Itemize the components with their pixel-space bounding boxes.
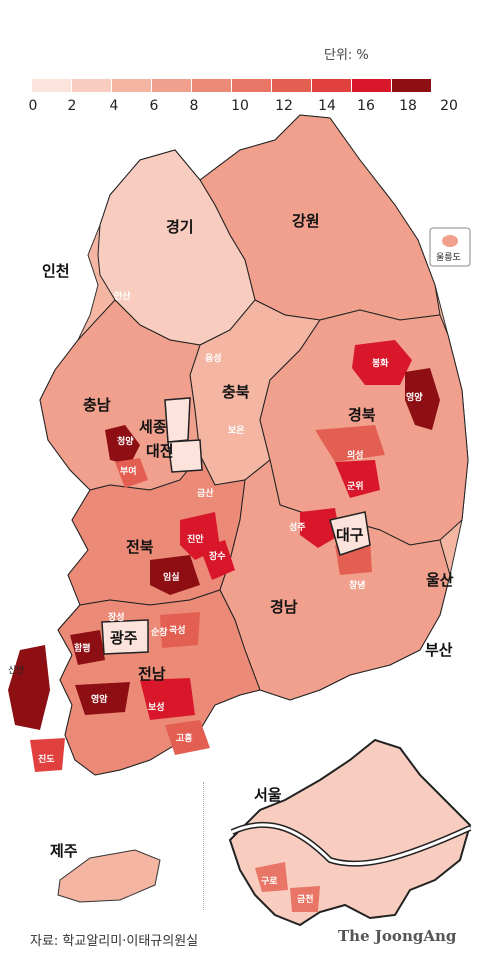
label-ulleungdo: 울릉도 [436, 252, 461, 263]
label-gyeongbuk: 경북 [348, 406, 376, 424]
legend-swatch-8 [352, 79, 392, 92]
legend-tick: 12 [275, 98, 293, 114]
label-gyeonggi: 경기 [166, 218, 194, 236]
district-uiseong [315, 425, 385, 462]
legend-swatch-0 [32, 79, 72, 92]
ulleungdo-shape [442, 235, 458, 247]
legend-tick: 6 [149, 98, 159, 114]
label-eumseong: 음성 [205, 352, 222, 364]
legend-tick: 18 [399, 98, 417, 114]
label-jangsu: 장수 [209, 550, 226, 562]
label-jeonbuk: 전북 [126, 538, 154, 556]
label-gangwon: 강원 [292, 212, 320, 230]
district-gokseong [160, 612, 200, 648]
district-imsil [150, 555, 200, 595]
label-gwangju: 광주 [110, 629, 138, 647]
district-sinan [8, 645, 50, 730]
label-jindo: 진도 [38, 753, 55, 765]
label-gokseong: 곡성 [169, 624, 186, 636]
han-river-inner [231, 823, 471, 866]
label-seongju: 성주 [289, 521, 306, 533]
source-note: 자료: 학교알리미·이태규의원실 [30, 934, 199, 949]
legend-swatch-5 [232, 79, 272, 92]
sejong-area [164, 397, 191, 443]
district-bonghwa [352, 340, 412, 385]
label-guro: 구로 [261, 876, 278, 887]
label-bonghwa: 봉화 [372, 357, 389, 369]
district-cheongyang [105, 425, 140, 465]
label-geumsan: 금산 [197, 487, 214, 499]
legend-tick: 10 [231, 98, 249, 114]
label-jangseong: 장성 [108, 611, 125, 623]
label-cheongyang: 청양 [117, 435, 134, 447]
legend-swatch-1 [72, 79, 112, 92]
label-jinan: 진안 [187, 533, 204, 545]
district-boseong [140, 678, 195, 720]
divider [203, 782, 204, 910]
legend-swatch-9 [392, 79, 432, 92]
unit-label: 단위: % [324, 48, 369, 63]
legend-tick: 2 [67, 98, 77, 114]
label-sinan: 신안 [8, 665, 25, 676]
legend-tick: 0 [28, 98, 38, 114]
label-daejeon: 대전 [146, 442, 174, 460]
label-imsil: 임실 [163, 571, 180, 583]
daejeon-area [167, 439, 203, 473]
label-goheung: 고흥 [176, 732, 193, 744]
district-seongju [300, 508, 340, 548]
legend-swatch-6 [272, 79, 312, 92]
legend-tick: 4 [109, 98, 119, 114]
label-daegu: 대구 [336, 526, 364, 544]
jeju-shape [57, 849, 161, 903]
legend-tick: 16 [357, 98, 375, 114]
label-seoul: 서울 [254, 786, 282, 804]
label-sejong: 세종 [139, 418, 167, 436]
district-jangsu [200, 540, 235, 580]
daegu-area [329, 511, 371, 556]
label-buyeo: 부여 [120, 465, 137, 477]
legend-swatch-2 [112, 79, 152, 92]
legend-swatch-3 [152, 79, 192, 92]
label-incheon: 인천 [42, 262, 70, 280]
label-yeongam: 영암 [91, 693, 108, 705]
district-guro [255, 862, 288, 892]
brand-logo: The JoongAng [338, 927, 457, 945]
district-buyeo [115, 458, 148, 488]
label-gunwi: 군위 [347, 480, 364, 492]
label-uiseong: 의성 [347, 449, 364, 461]
label-hampyeong: 함평 [74, 642, 91, 654]
label-jeonnam: 전남 [138, 665, 166, 683]
seoul-shape [228, 738, 472, 927]
legend-swatch-7 [312, 79, 352, 92]
label-boeun: 보은 [228, 425, 245, 436]
district-gunwi [335, 460, 380, 498]
district-yeongam [75, 682, 130, 715]
label-jeju: 제주 [50, 842, 78, 860]
district-geumcheon [290, 886, 320, 912]
legend-tick: 14 [318, 98, 336, 114]
label-changnyeong: 창녕 [349, 579, 366, 591]
label-chungbuk: 충북 [222, 383, 250, 401]
legend-ticks: 0 2 4 6 8 10 12 14 16 18 20 [0, 98, 480, 118]
label-boseong: 보성 [148, 701, 165, 713]
legend-tick: 20 [440, 98, 458, 114]
label-sunchang: 순창 [151, 626, 168, 638]
label-yeongyang: 영양 [406, 391, 423, 403]
label-ulsan: 울산 [426, 571, 454, 589]
label-busan: 부산 [425, 641, 453, 659]
label-ansan: 안산 [114, 290, 131, 302]
district-yeongyang [405, 368, 440, 430]
label-gyeongnam: 경남 [270, 598, 298, 616]
legend-swatch-4 [192, 79, 232, 92]
label-chungnam: 충남 [83, 396, 111, 414]
district-jindo [30, 738, 65, 772]
label-geumcheon: 금천 [297, 894, 314, 905]
district-hampyeong [70, 630, 105, 665]
color-legend [32, 79, 432, 92]
gwangju-area [101, 619, 149, 655]
district-goheung [165, 720, 210, 755]
legend-tick: 8 [189, 98, 199, 114]
